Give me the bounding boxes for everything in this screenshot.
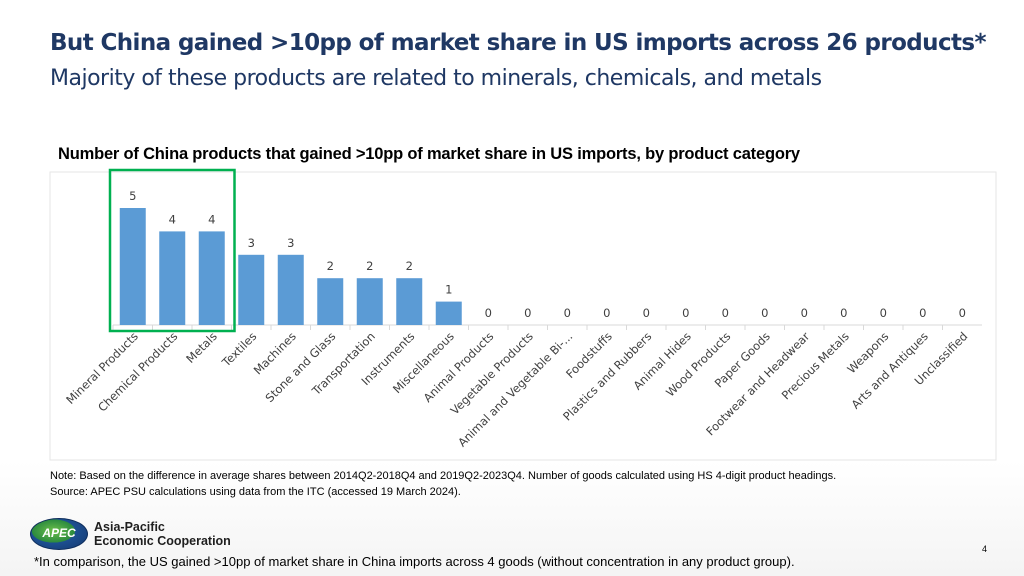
chart-note: Note: Based on the difference in average… — [50, 468, 836, 500]
data-label: 2 — [366, 259, 373, 273]
chart-title: Number of China products that gained >10… — [58, 145, 800, 163]
data-label: 0 — [682, 306, 689, 320]
logo-line-1: Asia-Pacific — [94, 520, 165, 534]
page-number: 4 — [982, 544, 988, 554]
bar — [435, 301, 462, 325]
note-text: Note: Based on the difference in average… — [50, 470, 837, 482]
data-label: 0 — [485, 306, 492, 320]
apec-emblem-icon — [30, 518, 88, 550]
logo-line-2: Economic Cooperation — [94, 534, 231, 548]
footnote: *In comparison, the US gained >10pp of m… — [34, 554, 795, 569]
data-label: 0 — [524, 306, 531, 320]
highlight-box — [108, 168, 236, 333]
data-label: 2 — [406, 259, 413, 273]
bar — [198, 231, 225, 325]
data-label: 4 — [169, 212, 176, 226]
data-label: 0 — [761, 306, 768, 320]
data-label: 0 — [722, 306, 729, 320]
data-label: 0 — [643, 306, 650, 320]
bar — [356, 278, 383, 325]
logo-emblem-text: APEC — [42, 526, 76, 540]
data-label: 0 — [919, 306, 926, 320]
bar — [396, 278, 423, 325]
source-text: Source: APEC PSU calculations using data… — [50, 486, 461, 498]
bar — [317, 278, 344, 325]
bar — [238, 254, 265, 325]
bar — [159, 231, 186, 325]
data-label: 0 — [801, 306, 808, 320]
data-label: 0 — [840, 306, 847, 320]
bar — [277, 254, 304, 325]
slide-title: But China gained >10pp of market share i… — [50, 30, 986, 56]
apec-logo: APEC Asia-Pacific Economic Cooperation — [30, 518, 231, 552]
data-label: 5 — [129, 189, 136, 203]
data-label: 0 — [880, 306, 887, 320]
data-label: 0 — [959, 306, 966, 320]
data-label: 0 — [564, 306, 571, 320]
data-label: 3 — [287, 236, 294, 250]
data-label: 3 — [248, 236, 255, 250]
chart-area — [49, 171, 997, 461]
data-label: 2 — [327, 259, 334, 273]
slide-subtitle: Majority of these products are related t… — [50, 66, 822, 91]
data-label: 1 — [445, 283, 452, 297]
data-label: 0 — [603, 306, 610, 320]
bar — [119, 208, 146, 325]
logo-text: Asia-Pacific Economic Cooperation — [94, 520, 231, 548]
data-label: 4 — [208, 212, 215, 226]
